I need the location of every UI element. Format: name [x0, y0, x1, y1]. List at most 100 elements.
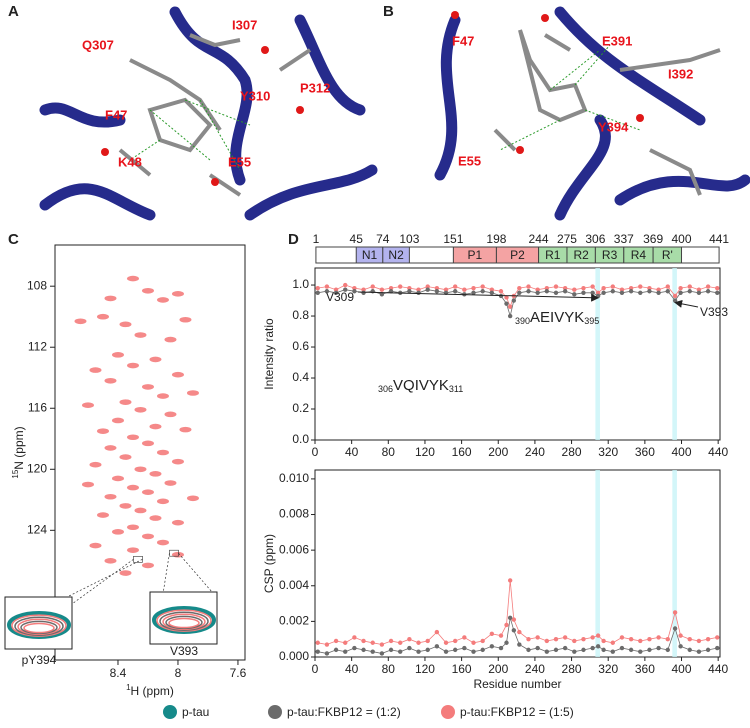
- inset-label: V393: [170, 644, 198, 658]
- peak: [104, 493, 117, 500]
- plot-frame: [54, 244, 246, 661]
- peak: [119, 503, 132, 509]
- region-start: 306: [378, 384, 393, 394]
- x-tick-label: 320: [598, 662, 618, 676]
- point: [504, 301, 509, 306]
- inset-contour: [162, 613, 206, 631]
- point: [388, 647, 394, 653]
- region-end: 311: [449, 384, 463, 394]
- x-tick-label: 240: [525, 662, 545, 676]
- point: [581, 285, 586, 291]
- point: [504, 640, 509, 645]
- point: [333, 287, 339, 292]
- point: [619, 290, 625, 295]
- inset-contour: [168, 617, 200, 629]
- point: [535, 290, 540, 295]
- peak: [186, 390, 199, 396]
- plot-frame: [314, 469, 721, 658]
- point: [370, 640, 375, 645]
- point: [601, 290, 606, 295]
- point: [647, 285, 652, 291]
- point: [590, 290, 595, 295]
- region-seq: AEIVYK: [530, 309, 584, 326]
- peak: [141, 562, 154, 569]
- point: [647, 636, 652, 642]
- point: [687, 647, 692, 653]
- point: [324, 651, 330, 656]
- point: [361, 647, 366, 653]
- point: [619, 635, 625, 640]
- x-tick-label: 200: [488, 445, 508, 459]
- peak: [134, 332, 147, 338]
- point-label: V393: [700, 305, 728, 319]
- point: [590, 284, 595, 289]
- point: [678, 285, 683, 291]
- peak: [104, 295, 117, 302]
- peak: [171, 519, 184, 526]
- peak: [111, 352, 124, 358]
- peak: [149, 423, 162, 430]
- point: [647, 289, 652, 294]
- point: [544, 289, 550, 294]
- y-tick-label: 0.006: [279, 542, 309, 556]
- domain-label: R3: [602, 248, 618, 262]
- point: [590, 635, 595, 640]
- domain-boundary: 369: [643, 232, 663, 246]
- point: [544, 285, 550, 291]
- point: [590, 645, 595, 651]
- y-tick-label: 1.0: [292, 277, 309, 291]
- peak: [164, 411, 177, 418]
- peak: [149, 471, 162, 477]
- peak: [96, 512, 109, 518]
- point: [434, 285, 440, 291]
- point: [672, 298, 678, 303]
- point-arrow: [674, 299, 699, 308]
- point: [507, 615, 513, 621]
- point: [452, 638, 458, 644]
- point: [434, 644, 440, 649]
- residue-label: Y310: [240, 88, 270, 103]
- y-tick-label: 112: [28, 339, 47, 353]
- point: [333, 638, 339, 644]
- peak: [134, 466, 147, 473]
- y-tick-label: 0.004: [279, 578, 309, 592]
- x-tick-label: 7.6: [230, 666, 247, 680]
- point: [572, 649, 577, 654]
- residue-label: E55: [228, 154, 251, 169]
- x-tick-label: 360: [635, 662, 655, 676]
- peak: [89, 367, 102, 373]
- point: [315, 649, 320, 654]
- domain-boundary: 151: [443, 232, 463, 246]
- y-axis-title: Intensity ratio: [262, 318, 276, 390]
- point: [715, 635, 720, 640]
- x-tick-label: 0: [312, 662, 319, 676]
- point: [434, 289, 440, 294]
- point: [678, 644, 683, 649]
- point: [324, 289, 330, 294]
- axis-title-text: N (ppm): [12, 426, 26, 469]
- x-tick-label: 280: [562, 445, 582, 459]
- residue-label: Y394: [598, 119, 629, 134]
- point: [610, 649, 615, 654]
- peak: [126, 362, 139, 369]
- peak: [156, 539, 169, 546]
- point: [705, 647, 711, 653]
- point: [715, 645, 720, 651]
- point: [333, 290, 339, 295]
- point: [452, 289, 458, 294]
- x-tick-label: 360: [635, 445, 655, 459]
- point: [610, 640, 615, 645]
- point: [517, 642, 522, 647]
- peak: [111, 417, 124, 424]
- peak: [156, 297, 169, 303]
- point: [656, 290, 661, 295]
- point: [507, 304, 513, 309]
- y-tick-label: 120: [27, 461, 47, 475]
- point: [511, 617, 517, 622]
- domain-label: P1: [468, 248, 483, 262]
- peak: [179, 316, 192, 323]
- point: [471, 640, 476, 645]
- region-label: 390AEIVYK395: [515, 309, 599, 326]
- point: [687, 289, 692, 294]
- domain-boundary: 1: [313, 232, 320, 246]
